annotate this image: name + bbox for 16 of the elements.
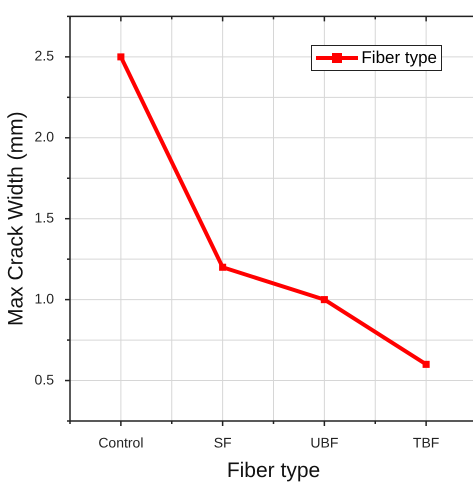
- y-tick-label: 1.5: [34, 210, 54, 226]
- x-axis-title: Fiber type: [226, 459, 320, 482]
- y-tick-label: 2.0: [34, 128, 54, 145]
- x-tick-label: TBF: [412, 434, 440, 450]
- point: [219, 264, 226, 271]
- x-tick-label: UBF: [310, 434, 338, 450]
- legend-label: Fiber type: [361, 48, 437, 68]
- x-tick-label: Control: [98, 434, 144, 450]
- x-tick-label: SF: [214, 434, 232, 450]
- y-tick-label: 1.0: [34, 290, 54, 306]
- y-axis-title: Max Crack Width (mm): [4, 111, 28, 326]
- point: [117, 53, 124, 60]
- point: [422, 360, 430, 368]
- y-tick-label: 2.5: [34, 48, 54, 64]
- y-tick-label: 0.5: [34, 371, 54, 388]
- point: [320, 296, 328, 304]
